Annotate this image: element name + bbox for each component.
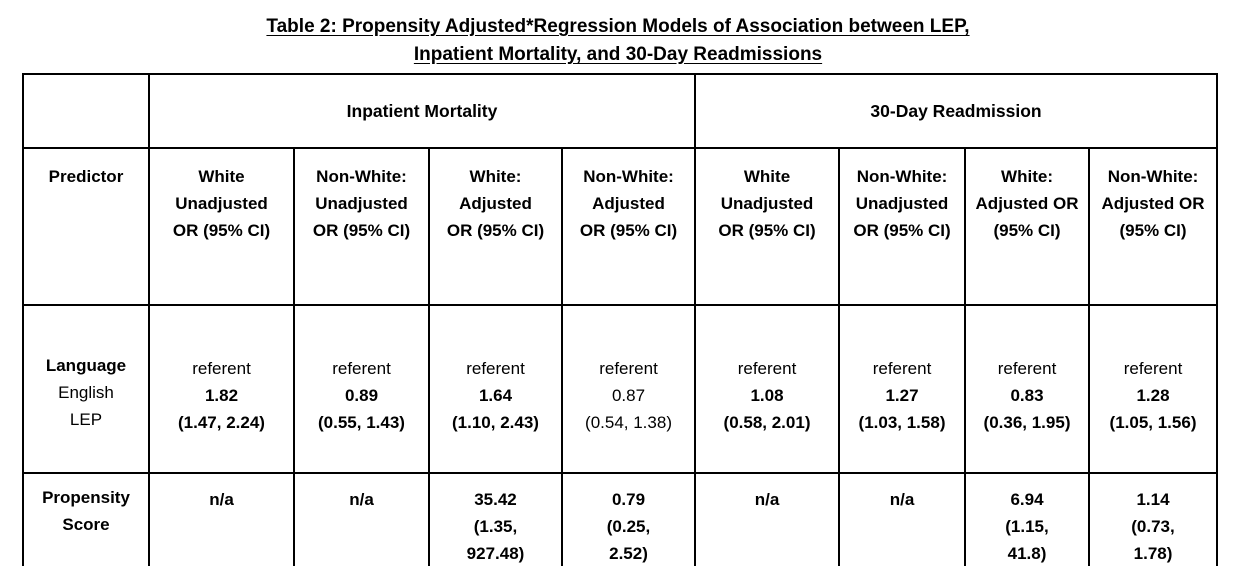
cell-propensity-inpatient-white-adjusted: 35.42 (1.35, 927.48) — [428, 472, 563, 566]
cell-propensity-inpatient-nonwhite-adjusted: 0.79 (0.25, 2.52) — [560, 472, 697, 566]
col-header-readmission-white-adjusted: White: Adjusted OR (95% CI) — [964, 147, 1091, 306]
table-row-language: Language English LEP referent 1.82 (1.47, 2.… — [22, 304, 1219, 474]
table-title-line-1: Table 2: Propensity Adjusted*Regression … — [266, 16, 970, 37]
cell-propensity-readmission-nonwhite-unadjusted: n/a — [838, 472, 967, 566]
cell-language-inpatient-white-adjusted: referent 1.64 (1.10, 2.43) — [428, 304, 563, 474]
group-header-inpatient-mortality: Inpatient Mortality — [147, 73, 697, 149]
col-header-readmission-white-unadjusted: White Unadjusted OR (95% CI) — [694, 147, 841, 306]
cell-language-inpatient-nonwhite-adjusted: referent 0.87 (0.54, 1.38) — [560, 304, 697, 474]
cell-propensity-readmission-white-adjusted: 6.94 (1.15, 41.8) — [964, 472, 1091, 566]
results-table: Inpatient Mortality 30-Day Readmission P… — [22, 73, 1219, 566]
predictor-cell-propensity-score: Propensity Score — [22, 472, 150, 566]
cell-language-inpatient-nonwhite-unadjusted: referent 0.89 (0.55, 1.43) — [293, 304, 430, 474]
table-title: Table 2: Propensity Adjusted*Regression … — [0, 13, 1236, 69]
col-header-inpatient-nonwhite-adjusted: Non-White: Adjusted OR (95% CI) — [560, 147, 697, 306]
col-header-inpatient-white-adjusted: White: Adjusted OR (95% CI) — [428, 147, 563, 306]
group-header-30-day-readmission: 30-Day Readmission — [694, 73, 1219, 149]
cell-propensity-inpatient-nonwhite-unadjusted: n/a — [293, 472, 430, 566]
predictor-cell-language: Language English LEP — [22, 304, 150, 474]
cell-propensity-readmission-white-unadjusted: n/a — [694, 472, 841, 566]
cell-language-readmission-white-adjusted: referent 0.83 (0.36, 1.95) — [964, 304, 1091, 474]
cell-propensity-readmission-nonwhite-adjusted: 1.14 (0.73, 1.78) — [1088, 472, 1219, 566]
corner-cell — [22, 73, 150, 149]
cell-language-inpatient-white-unadjusted: referent 1.82 (1.47, 2.24) — [148, 304, 295, 474]
cell-propensity-inpatient-white-unadjusted: n/a — [148, 472, 295, 566]
group-header-row: Inpatient Mortality 30-Day Readmission — [22, 73, 1219, 149]
cell-language-readmission-nonwhite-unadjusted: referent 1.27 (1.03, 1.58) — [838, 304, 967, 474]
col-header-inpatient-white-unadjusted: White Unadjusted OR (95% CI) — [148, 147, 295, 306]
table-title-line-2: Inpatient Mortality, and 30-Day Readmiss… — [413, 44, 823, 65]
cell-language-readmission-nonwhite-adjusted: referent 1.28 (1.05, 1.56) — [1088, 304, 1219, 474]
table-row-propensity-score: Propensity Score n/a n/a 35.42 (1.35, 927.4… — [22, 472, 1219, 566]
col-header-readmission-nonwhite-adjusted: Non-White: Adjusted OR (95% CI) — [1088, 147, 1219, 306]
column-header-row: Predictor White Unadjusted OR (95% CI) Non… — [22, 147, 1219, 306]
cell-language-readmission-white-unadjusted: referent 1.08 (0.58, 2.01) — [694, 304, 841, 474]
predictor-header-cell: Predictor — [22, 147, 150, 306]
col-header-inpatient-nonwhite-unadjusted: Non-White: Unadjusted OR (95% CI) — [293, 147, 430, 306]
col-header-readmission-nonwhite-unadjusted: Non-White: Unadjusted OR (95% CI) — [838, 147, 967, 306]
